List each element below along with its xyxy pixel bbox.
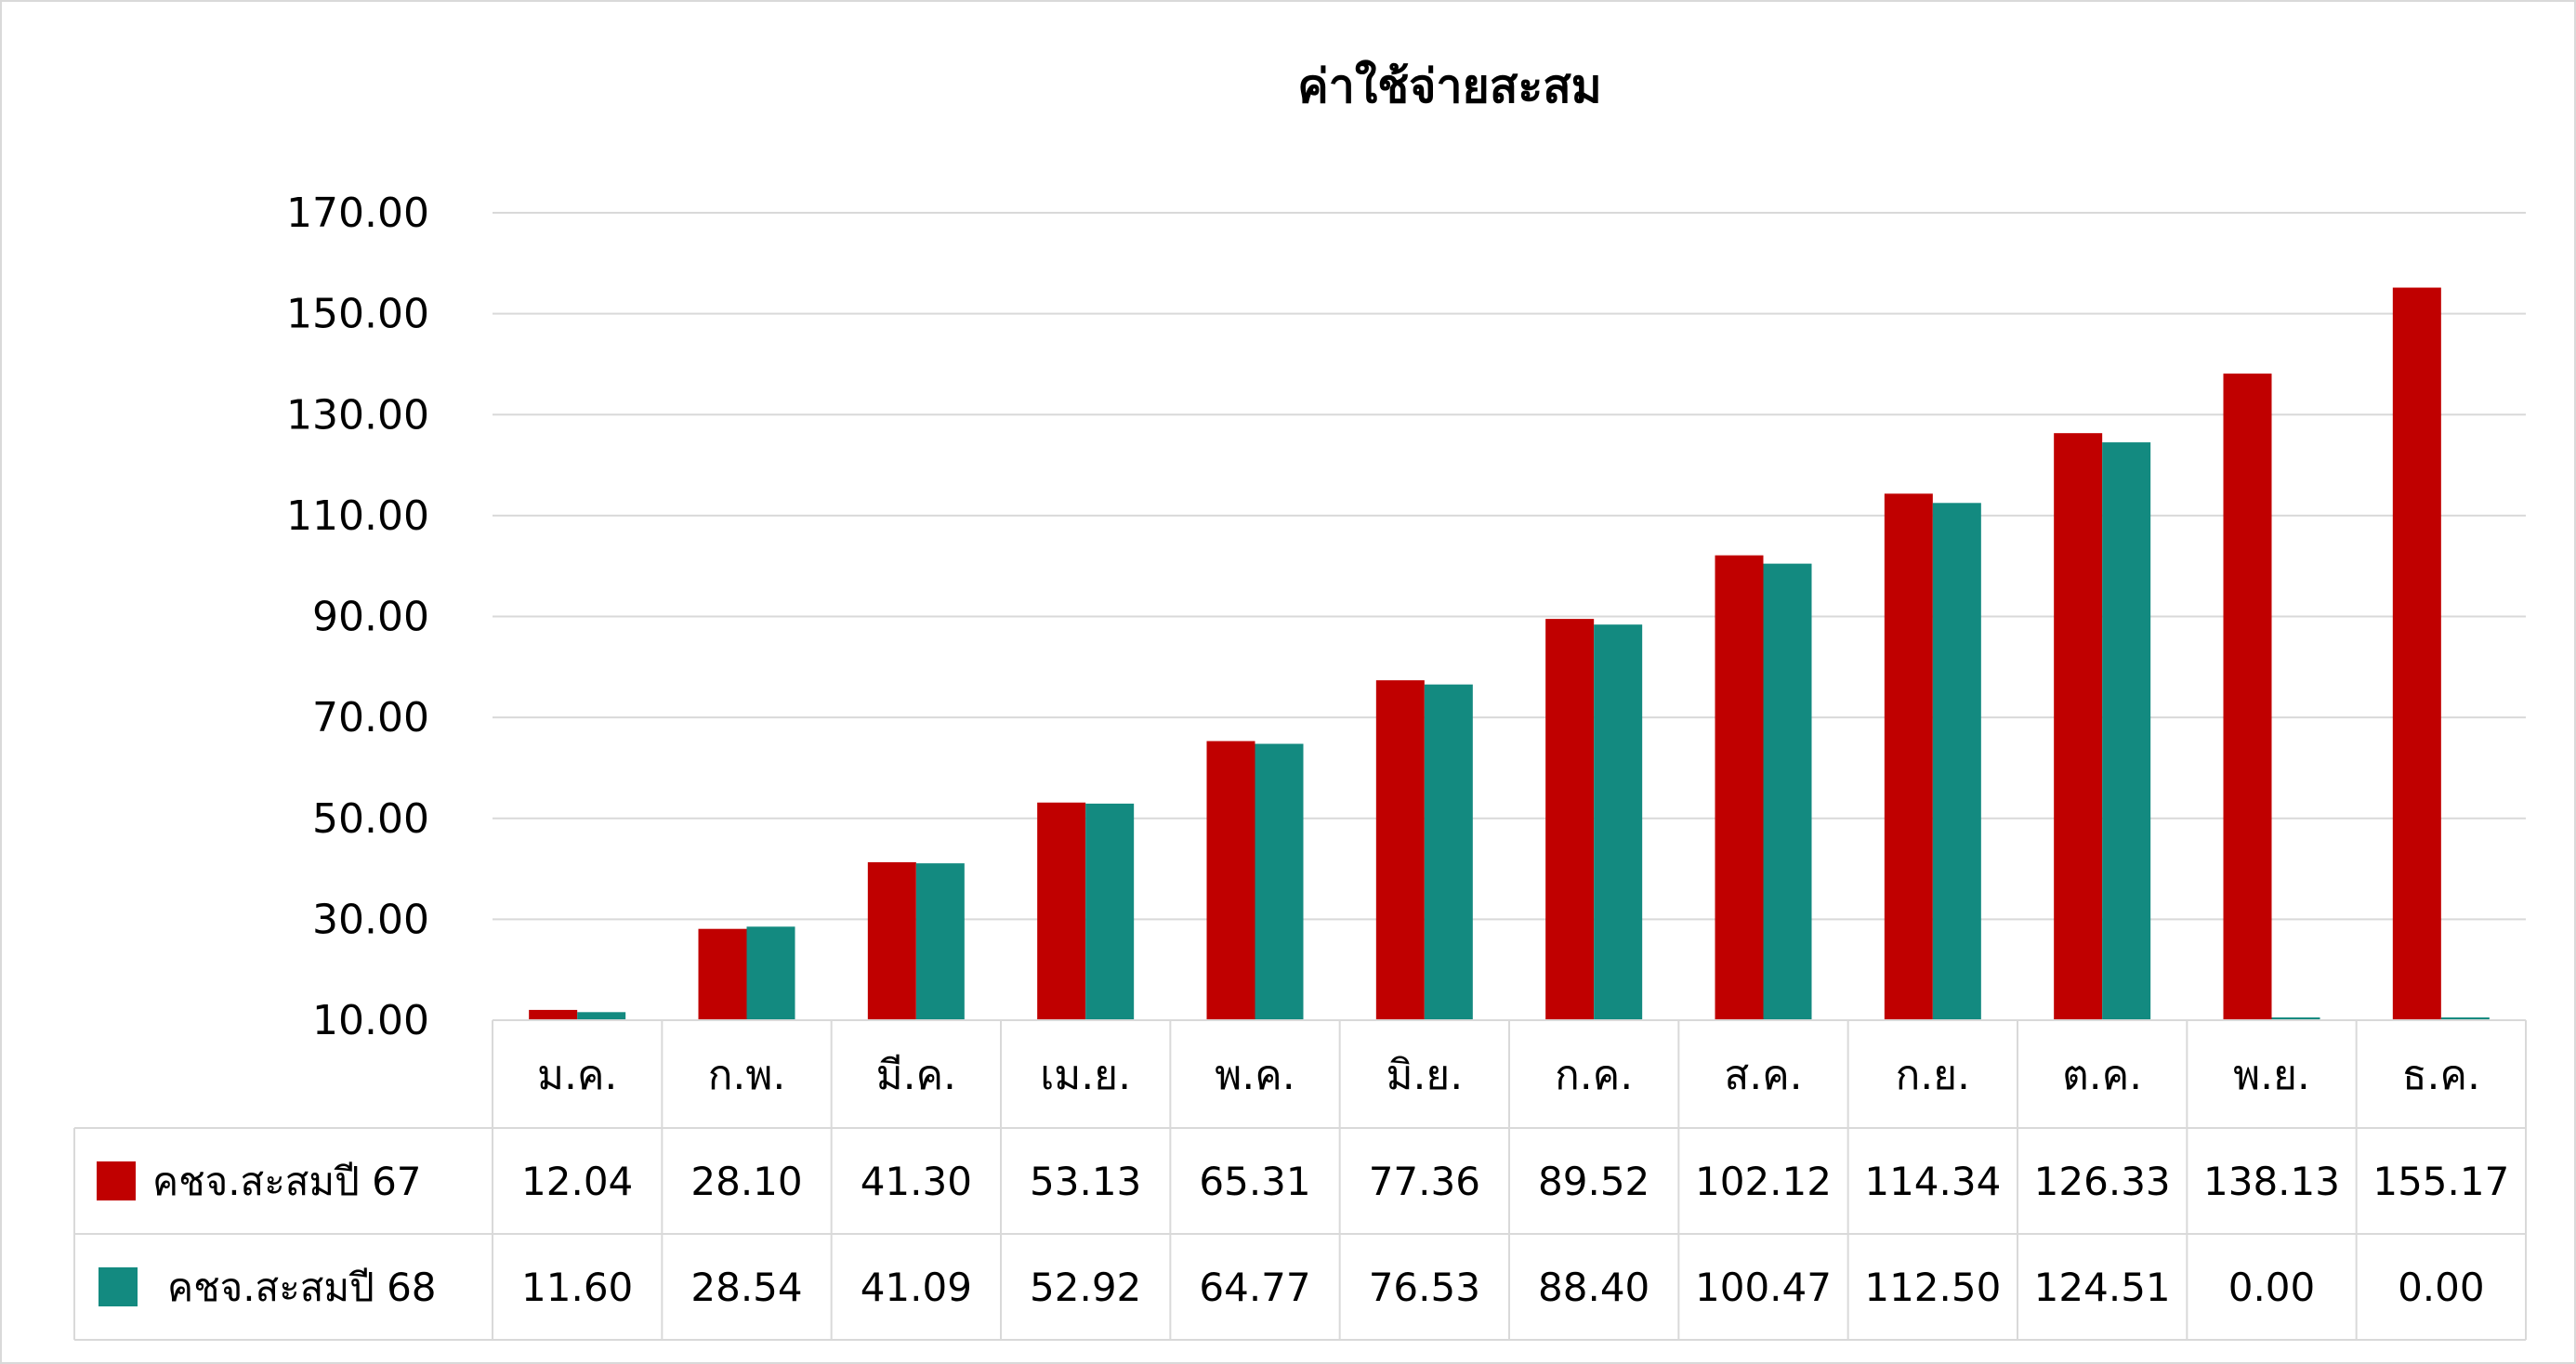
table-cell-value: 12.04: [521, 1159, 633, 1204]
y-tick-label: 30.00: [312, 896, 429, 943]
table-cell-value: 28.54: [690, 1265, 802, 1310]
bar-series-68-6: [1594, 624, 1643, 1020]
gridlines: [493, 212, 2526, 921]
bar-series-67-2: [867, 862, 916, 1020]
y-tick-label: 150.00: [286, 291, 429, 338]
bar-series-68-7: [1763, 563, 1812, 1020]
bar-series-67-11: [2392, 287, 2441, 1021]
bar-series-67-9: [2054, 433, 2103, 1020]
y-tick-label: 50.00: [312, 795, 429, 843]
bar-series-67-0: [529, 1009, 578, 1020]
category-label: ส.ค.: [1724, 1052, 1802, 1099]
category-label: พ.ค.: [1215, 1052, 1295, 1099]
table-cell-value: 76.53: [1369, 1265, 1480, 1310]
bar-series-68-8: [1932, 503, 1981, 1020]
table-cell-value: 65.31: [1199, 1159, 1310, 1204]
table-cell-value: 124.51: [2034, 1265, 2171, 1310]
bar-series-68-10: [2271, 1017, 2320, 1020]
chart-title: ค่าใช้จ่ายสะสม: [1297, 59, 1601, 113]
bar-series-68-4: [1255, 743, 1304, 1020]
table-cell-value: 100.47: [1695, 1265, 1832, 1310]
category-label: มี.ค.: [876, 1052, 956, 1099]
table-cell-value: 114.34: [1864, 1159, 2001, 1204]
y-tick-label: 70.00: [312, 694, 429, 741]
bar-series-67-3: [1037, 802, 1086, 1020]
category-label: ธ.ค.: [2402, 1052, 2480, 1099]
legend-label-series-68: คชจ.สะสมปี 68: [167, 1265, 437, 1310]
bar-series-67-5: [1375, 680, 1425, 1020]
category-label: ก.ค.: [1555, 1052, 1633, 1099]
y-tick-label: 110.00: [286, 492, 429, 540]
bar-series-68-5: [1424, 684, 1473, 1020]
bar-series-68-0: [577, 1012, 626, 1020]
table-cell-value: 41.30: [861, 1159, 972, 1204]
table-cell-value: 28.10: [690, 1159, 802, 1204]
category-label: ก.ย.: [1896, 1052, 1970, 1099]
table-cell-value: 53.13: [1030, 1159, 1141, 1204]
table-cell-value: 52.92: [1030, 1265, 1141, 1310]
table-cell-value: 77.36: [1369, 1159, 1480, 1204]
table-cell-value: 89.52: [1538, 1159, 1649, 1204]
table-cell-value: 88.40: [1538, 1265, 1649, 1310]
table-cell-value: 126.33: [2034, 1159, 2171, 1204]
bar-series-67-6: [1545, 619, 1595, 1020]
table-cell-value: 0.00: [2228, 1265, 2316, 1310]
legend-label-series-67: คชจ.สะสมปี 67: [152, 1159, 422, 1204]
table-cell-value: 64.77: [1199, 1265, 1310, 1310]
category-label: ต.ค.: [2062, 1052, 2142, 1099]
bar-series-68-11: [2440, 1017, 2490, 1020]
table-cell-value: 11.60: [521, 1265, 633, 1310]
table-cell-value: 41.09: [861, 1265, 972, 1310]
y-tick-label: 170.00: [286, 190, 429, 237]
legend-key-series-67: [97, 1161, 136, 1200]
legend-key-series-68: [99, 1267, 138, 1306]
data-table: ม.ค. ก.พ. มี.ค. เม.ย. พ.ค. มิ.ย. ก.ค. ส.ค. ก.ย. ต…: [73, 1019, 2527, 1341]
table-cell-value: 0.00: [2398, 1265, 2485, 1310]
bar-series-68-2: [915, 863, 965, 1020]
bar-series-68-9: [2102, 442, 2151, 1020]
y-tick-label: 90.00: [312, 594, 429, 641]
category-label: พ.ย.: [2233, 1052, 2310, 1099]
y-tick-label: 10.00: [312, 997, 429, 1044]
y-tick-label: 130.00: [286, 391, 429, 439]
table-cell-value: 112.50: [1864, 1265, 2001, 1310]
category-label: ม.ค.: [537, 1052, 617, 1099]
category-label: เม.ย.: [1040, 1052, 1131, 1099]
bar-series-67-7: [1715, 555, 1764, 1020]
bar-series-68-1: [746, 926, 795, 1020]
category-label: ก.พ.: [708, 1052, 786, 1099]
table-cell-value: 138.13: [2203, 1159, 2340, 1204]
bar-series-67-10: [2223, 374, 2272, 1020]
bar-series-67-4: [1206, 741, 1255, 1020]
table-cell-value: 102.12: [1695, 1159, 1832, 1204]
y-axis-ticks: 10.00 30.00 50.00 70.00 90.00 110.00 130.00 150…: [286, 190, 429, 1044]
bar-series-67-1: [698, 928, 747, 1020]
category-label: มิ.ย.: [1386, 1052, 1463, 1099]
table-cell-value: 155.17: [2372, 1159, 2509, 1204]
bar-series-68-3: [1085, 803, 1135, 1020]
bar-series-67-8: [1884, 493, 1933, 1020]
bars: [529, 287, 2490, 1021]
